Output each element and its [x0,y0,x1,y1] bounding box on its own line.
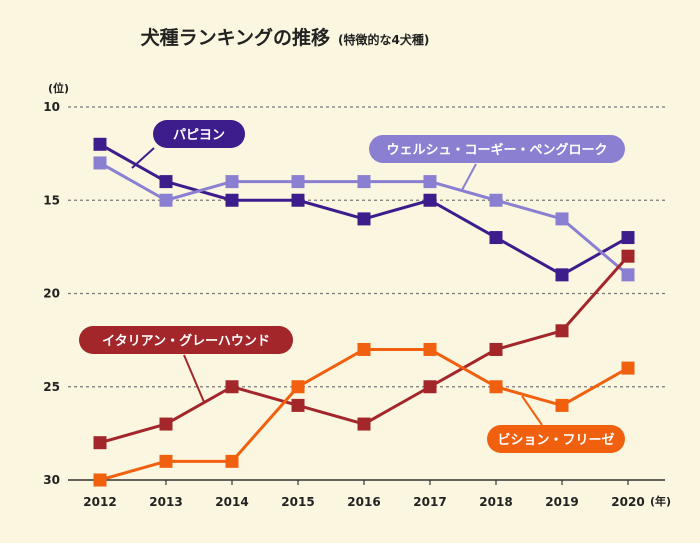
legend-label-corgi: ウェルシュ・コーギー・ペングローク [386,142,607,158]
leader-line-papillon [131,147,155,169]
chart-subtitle: (特徴的な4犬種) [338,32,429,47]
legend-label-papillon: パピヨン [173,128,225,143]
leader-line-corgi [461,163,477,191]
data-point-italian-greyhound [225,380,239,394]
data-point-corgi [489,193,503,207]
y-tick-label: 15 [43,193,60,207]
data-point-italian-greyhound [423,380,437,394]
data-point-bichon-frise [489,380,503,394]
x-tick-label: 2017 [413,495,446,509]
data-point-bichon-frise [291,380,305,394]
x-tick-label: 2013 [149,495,182,509]
data-point-papillon [159,175,173,189]
data-point-corgi [357,175,371,189]
leader-line-italian-greyhound [183,354,205,403]
x-tick-label: 2019 [545,495,578,509]
data-point-papillon [555,268,569,282]
data-point-bichon-frise [159,454,173,468]
y-tick-label: 20 [43,287,60,301]
x-tick-label: 2015 [281,495,314,509]
data-point-bichon-frise [93,473,107,487]
data-point-bichon-frise [555,398,569,412]
x-tick-label: 2020 [611,495,644,509]
series-line-bichon-frise [99,347,629,482]
data-point-italian-greyhound [93,436,107,450]
chart-title: 犬種ランキングの推移 [141,26,330,49]
data-point-bichon-frise [225,454,239,468]
data-point-bichon-frise [621,361,635,375]
x-axis-unit: (年) [650,494,671,508]
data-point-corgi [225,175,239,189]
y-tick-label: 10 [43,100,60,114]
data-point-italian-greyhound [357,417,371,431]
x-tick-label: 2018 [479,495,512,509]
legend-label-italian-greyhound: イタリアン・グレーハウンド [102,333,270,349]
legend-pill-papillon [153,120,245,148]
legend-pill-italian-greyhound [79,326,293,354]
data-point-papillon [93,137,107,151]
data-point-corgi [555,212,569,226]
x-tick-label: 2016 [347,495,380,509]
x-tick-label: 2012 [83,495,116,509]
y-tick-label: 30 [43,473,60,487]
legend-pill-corgi [369,135,625,163]
series-line-papillon [99,142,629,277]
data-point-corgi [159,193,173,207]
y-axis-unit: (位) [48,81,69,95]
legend-label-bichon-frise: ビション・フリーゼ [497,432,614,448]
data-point-papillon [423,193,437,207]
data-point-italian-greyhound [159,417,173,431]
data-point-papillon [291,193,305,207]
leader-line-bichon-frise [521,395,543,426]
data-point-corgi [423,175,437,189]
data-point-papillon [357,212,371,226]
data-point-papillon [489,231,503,245]
data-point-italian-greyhound [555,324,569,338]
data-point-papillon [621,231,635,245]
data-point-bichon-frise [423,342,437,356]
data-point-bichon-frise [357,342,371,356]
data-point-italian-greyhound [291,398,305,412]
y-tick-label: 25 [43,380,60,394]
data-point-italian-greyhound [489,342,503,356]
data-point-papillon [225,193,239,207]
data-point-corgi [93,156,107,170]
legend-pill-bichon-frise [487,425,625,453]
data-point-corgi [621,268,635,282]
data-point-corgi [291,175,305,189]
data-point-italian-greyhound [621,249,635,263]
x-tick-label: 2014 [215,495,248,509]
